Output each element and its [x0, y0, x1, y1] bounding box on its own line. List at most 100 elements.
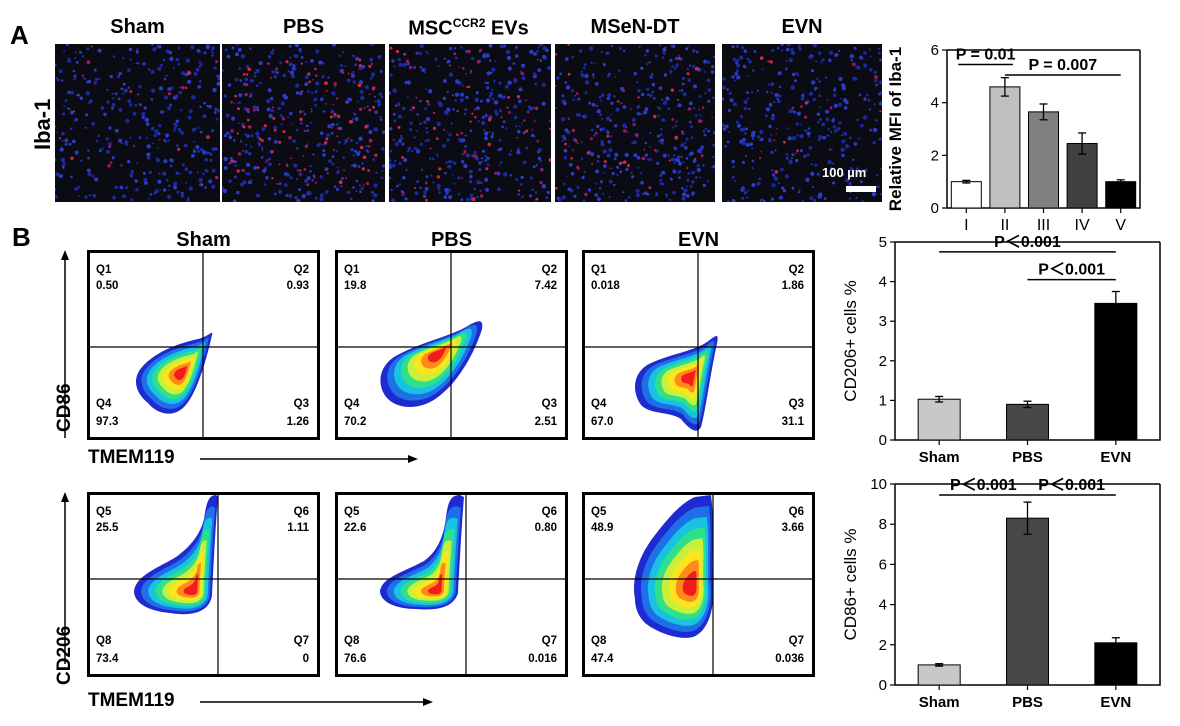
- bar-III: [1028, 111, 1059, 209]
- density-cloud: [380, 321, 483, 407]
- density-cloud: [134, 495, 218, 615]
- tmem119-axis-arrow-row2: [200, 698, 433, 706]
- quadrant-label: Q5: [96, 506, 112, 518]
- panel-b-label: B: [12, 222, 31, 252]
- quadrant-label: Q4: [591, 398, 607, 410]
- col-title-sham: Sham: [110, 16, 165, 38]
- quadrant-value: 47.4: [591, 653, 614, 665]
- quadrant-label: Q2: [294, 264, 309, 276]
- flow-plot-cd86-pbs: Q1 19.8 Q2 7.42 Q4 70.2 Q3 2.51: [335, 250, 568, 440]
- error-bar: [1023, 501, 1032, 535]
- quadrant-value: 67.0: [591, 416, 613, 428]
- significance-label: P＜0.001: [1038, 262, 1105, 279]
- quadrant-label: Q5: [344, 506, 360, 518]
- y-tick-label: 4: [879, 274, 887, 291]
- y-tick-label: 0: [879, 677, 887, 694]
- quadrant-label: Q7: [789, 635, 804, 647]
- quadrant-value: 48.9: [591, 522, 613, 534]
- bar-V: [1105, 181, 1137, 209]
- quadrant-value: 0.93: [287, 280, 309, 292]
- bar-EVN: [1094, 642, 1138, 686]
- cd86-axis-label: CD86: [54, 383, 75, 432]
- flow-col-title-sham: Sham: [176, 229, 231, 251]
- x-tick-label: V: [1115, 217, 1126, 234]
- scale-bar-label: 100 µm: [822, 165, 867, 180]
- quadrant-value: 31.1: [782, 416, 805, 428]
- tmem119-axis-label-row2: TMEM119: [88, 690, 175, 711]
- y-tick-label: 4: [879, 597, 887, 614]
- micrograph-msc-evs: [389, 44, 551, 202]
- y-tick-label: 10: [870, 476, 887, 493]
- density-cloud: [135, 332, 213, 414]
- quadrant-label: Q2: [542, 264, 557, 276]
- y-tick-label: 2: [879, 353, 887, 370]
- significance-label: P＜0.001: [1038, 477, 1105, 494]
- cd206-axis-label: CD206: [54, 625, 75, 685]
- quadrant-value: 22.6: [344, 522, 366, 534]
- error-bar: [1000, 77, 1009, 97]
- micrograph-evn: [722, 44, 882, 202]
- flow-plot-cd86-sham: Q1 0.50 Q2 0.93 Q4 97.3 Q3 1.26: [87, 250, 320, 440]
- x-tick-label: EVN: [1100, 694, 1131, 711]
- x-tick-label: PBS: [1012, 449, 1043, 466]
- quadrant-value: 0.016: [528, 653, 557, 665]
- flow-plot-cd206-sham: Q5 25.5 Q6 1.11 Q8 73.4 Q7 0: [87, 492, 320, 677]
- quadrant-value: 70.2: [344, 416, 366, 428]
- quadrant-label: Q1: [591, 264, 607, 276]
- quadrant-label: Q2: [789, 264, 804, 276]
- error-bar: [1039, 103, 1048, 121]
- y-tick-label: 2: [931, 147, 939, 164]
- y-tick-label: 8: [879, 516, 887, 533]
- quadrant-label: Q4: [344, 398, 360, 410]
- cd206-axis-arrow: [61, 492, 69, 664]
- y-tick-label: 1: [879, 392, 887, 409]
- quadrant-label: Q6: [542, 506, 557, 518]
- x-tick-label: II: [1000, 217, 1009, 234]
- quadrant-value: 0: [303, 653, 309, 665]
- error-bar: [962, 179, 971, 184]
- panel-a-label: A: [10, 20, 29, 50]
- quadrant-label: Q8: [591, 635, 607, 647]
- x-tick-label: I: [964, 217, 968, 234]
- quadrant-label: Q6: [294, 506, 309, 518]
- x-tick-label: EVN: [1100, 449, 1131, 466]
- flow-plot-cd206-pbs: Q5 22.6 Q6 0.80 Q8 76.6 Q7 0.016: [335, 492, 568, 677]
- quadrant-value: 7.42: [535, 280, 557, 292]
- y-tick-label: 0: [879, 432, 887, 449]
- y-tick-label: 6: [931, 42, 939, 59]
- flow-plot-cd206-evn: Q5 48.9 Q6 3.66 Q8 47.4 Q7 0.036: [582, 492, 815, 677]
- error-bar: [1111, 637, 1120, 649]
- chart-cd206-cells: 0 1 2 3 4 5 CD206+ cells % Sham PBS EVN P＜0.001 P＜0…: [841, 234, 1161, 466]
- col-title-msen-dt: MSeN-DT: [590, 16, 680, 38]
- quadrant-label: Q4: [96, 398, 112, 410]
- quadrant-label: Q5: [591, 506, 607, 518]
- chart-cd86-cells: 0 2 4 6 8 10 CD86+ cells % Sham PBS EVN P＜0.001 P＜0…: [841, 476, 1161, 711]
- quadrant-value: 2.51: [535, 416, 558, 428]
- x-tick-label: PBS: [1012, 694, 1043, 711]
- col-title-pbs: PBS: [282, 16, 325, 38]
- significance-label: P＜0.001: [950, 477, 1017, 494]
- quadrant-label: Q7: [294, 635, 309, 647]
- density-cloud: [380, 495, 464, 610]
- bar-Sham: [917, 664, 961, 686]
- x-tick-label: III: [1037, 217, 1050, 234]
- significance-label: P = 0.01: [956, 46, 1016, 63]
- error-bar: [935, 663, 944, 667]
- quadrant-label: Q1: [96, 264, 112, 276]
- significance-label: P＜0.001: [994, 234, 1061, 251]
- error-bar: [1078, 132, 1087, 155]
- scale-bar: [846, 186, 876, 192]
- y-axis-label: CD206+ cells %: [841, 280, 860, 401]
- y-tick-label: 2: [879, 637, 887, 654]
- y-axis-label: CD86+ cells %: [841, 529, 860, 641]
- error-bar: [935, 395, 944, 403]
- density-cloud: [633, 495, 714, 638]
- quadrant-value: 97.3: [96, 416, 118, 428]
- quadrant-label: Q7: [542, 635, 557, 647]
- tmem119-axis-label-row1: TMEM119: [88, 447, 175, 468]
- bar-I: [950, 181, 982, 209]
- iba1-row-label: Iba-1: [30, 98, 55, 150]
- quadrant-value: 0.80: [535, 522, 557, 534]
- y-axis-label: Relative MFI of Iba-1: [886, 47, 905, 211]
